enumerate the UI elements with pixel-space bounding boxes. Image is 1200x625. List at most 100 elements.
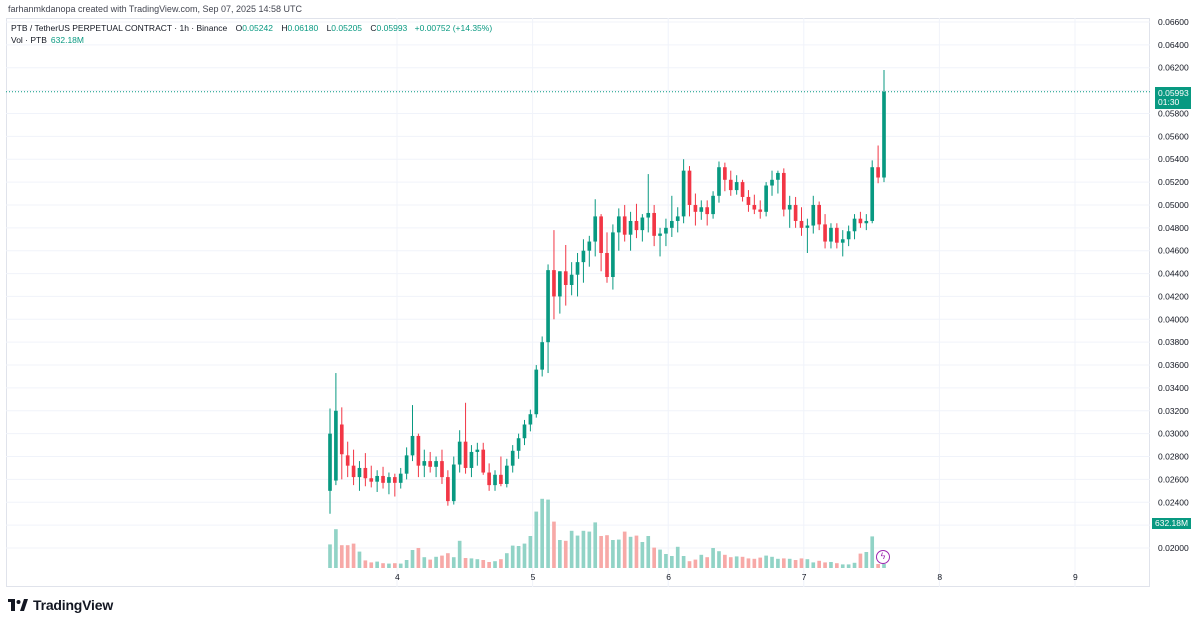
volume-bar xyxy=(646,536,651,568)
volume-bar xyxy=(446,553,450,568)
volume-bar xyxy=(752,558,757,568)
volume-bar xyxy=(787,558,792,568)
volume-bar xyxy=(664,554,668,568)
candle-body xyxy=(876,167,880,178)
price-tick-label: 0.06200 xyxy=(1158,63,1189,73)
price-tick-label: 0.03000 xyxy=(1158,429,1189,439)
candle-body xyxy=(799,220,804,228)
candle-body xyxy=(534,369,539,415)
candle-body xyxy=(823,224,827,242)
volume-bar xyxy=(864,552,869,568)
close-value: 0.05993 xyxy=(376,23,408,33)
volume-bar xyxy=(375,561,379,568)
volume-bar xyxy=(687,561,692,568)
volume-bar xyxy=(793,560,798,568)
volume-bar xyxy=(622,531,627,568)
volume-bar xyxy=(852,562,857,568)
tradingview-logo[interactable]: TradingView xyxy=(8,597,113,613)
bar-countdown: 01:30 xyxy=(1158,96,1180,107)
candle-body xyxy=(593,216,598,242)
candle-body xyxy=(858,218,863,224)
candle-body xyxy=(393,477,397,483)
volume-bar xyxy=(658,549,662,568)
volume-bar xyxy=(776,558,780,568)
volume-bar xyxy=(339,545,344,568)
volume-bar xyxy=(728,557,733,568)
candle-body xyxy=(398,473,403,483)
volume-bar xyxy=(410,550,415,568)
candle-body xyxy=(357,467,362,478)
symbol-legend[interactable]: PTB / TetherUS PERPETUAL CONTRACT · 1h ·… xyxy=(11,23,492,33)
candle-body xyxy=(734,182,739,191)
open-value: 0.05242 xyxy=(242,23,273,33)
time-tick-label: 7 xyxy=(802,572,807,582)
volume-bar xyxy=(493,561,497,568)
lightning-icon[interactable]: ϟ xyxy=(876,550,890,564)
volume-bar xyxy=(616,539,621,568)
candle-body xyxy=(328,433,332,491)
candle-body xyxy=(611,232,615,277)
low-value: 0.05205 xyxy=(331,23,363,33)
candle-body xyxy=(723,167,727,180)
candle-body xyxy=(428,461,433,467)
change-value: +0.00752 (+14.35%) xyxy=(414,23,493,33)
price-tick-label: 0.02800 xyxy=(1158,452,1189,462)
volume-bar xyxy=(846,564,851,568)
candle-body xyxy=(699,207,704,212)
candle-body xyxy=(339,424,344,455)
volume-legend[interactable]: Vol · PTB 632.18M xyxy=(11,35,84,45)
candle-body xyxy=(469,451,474,468)
candle-body xyxy=(563,271,568,285)
volume-bar xyxy=(522,543,527,568)
candle-body xyxy=(516,438,521,451)
volume-bar xyxy=(835,563,839,568)
candle-body xyxy=(616,216,621,233)
volume-bar xyxy=(334,529,338,568)
candle-body xyxy=(440,461,444,478)
volume-bar xyxy=(481,560,486,568)
candle-body xyxy=(675,216,680,221)
volume-bar xyxy=(605,535,609,568)
candle-body xyxy=(776,172,780,180)
candle-body xyxy=(840,239,845,243)
volume-bar xyxy=(404,560,409,568)
price-tick-label: 0.06400 xyxy=(1158,40,1189,50)
time-axis: 4 5 6 7 8 9 xyxy=(395,572,1078,582)
price-tick-label: 0.03400 xyxy=(1158,383,1189,393)
volume-bar xyxy=(675,546,680,568)
time-tick-label: 9 xyxy=(1073,572,1078,582)
candle-body xyxy=(345,455,350,466)
time-tick-label: 5 xyxy=(531,572,536,582)
candle-body xyxy=(528,414,533,425)
time-tick-label: 4 xyxy=(395,572,400,582)
candle-body xyxy=(434,461,438,467)
candle-body xyxy=(375,475,379,482)
volume-badge: 632.18M xyxy=(1152,518,1191,529)
price-tick-label: 0.05600 xyxy=(1158,131,1189,141)
volume-bar xyxy=(723,554,727,568)
volume-bar xyxy=(699,554,704,568)
high-value: 0.06180 xyxy=(287,23,319,33)
volume-bar xyxy=(829,562,833,568)
candle-body xyxy=(705,207,710,215)
candle-body xyxy=(446,477,450,502)
volume-bar xyxy=(487,562,491,568)
candle-body xyxy=(369,478,374,482)
candle-body xyxy=(717,167,721,196)
candle-body xyxy=(504,465,509,484)
candle-body xyxy=(416,435,421,466)
candle-body xyxy=(499,474,503,484)
candle-body xyxy=(558,271,562,297)
candle-body xyxy=(770,179,774,186)
candle-body xyxy=(829,227,833,242)
volume-bar xyxy=(393,563,397,568)
volume-bar xyxy=(499,559,503,568)
volume-bar xyxy=(552,521,556,568)
candle-body xyxy=(605,252,609,277)
last-price-badge: 0.05993 01:30 xyxy=(1155,86,1191,109)
low-label: L xyxy=(326,23,332,33)
volume-bar xyxy=(882,564,886,568)
candle-body xyxy=(728,179,733,191)
volume-bar xyxy=(858,553,863,568)
